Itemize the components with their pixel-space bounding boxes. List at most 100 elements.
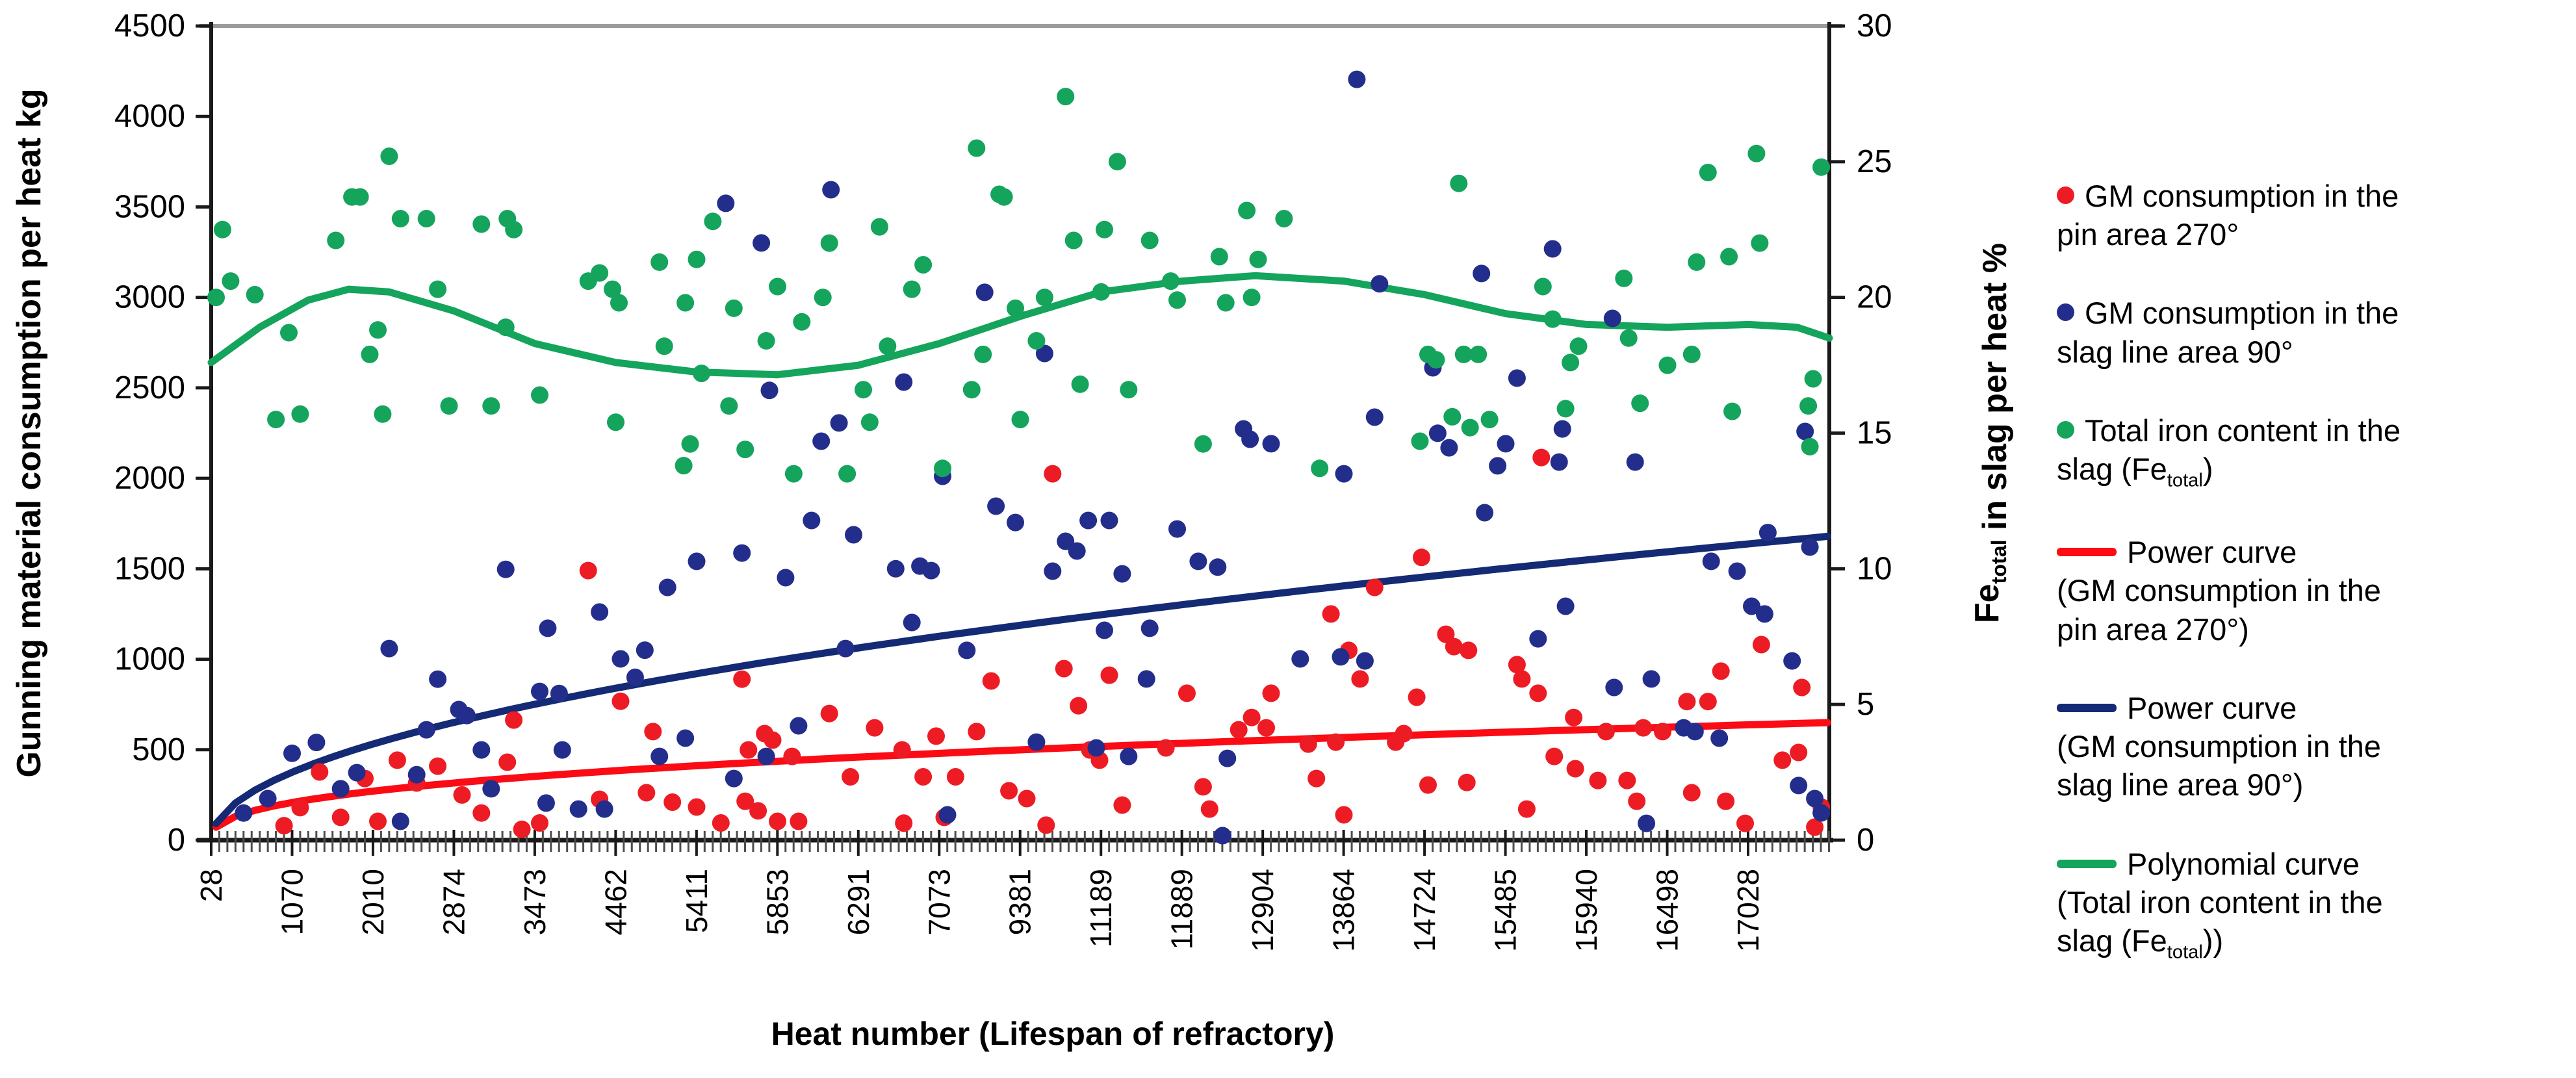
data-point bbox=[1702, 552, 1720, 571]
data-point bbox=[1087, 739, 1105, 757]
data-point bbox=[1071, 375, 1089, 393]
data-point bbox=[704, 212, 722, 231]
data-point bbox=[331, 780, 350, 798]
legend-label: Power curve (GM consumption in the slag … bbox=[2057, 690, 2381, 802]
data-point bbox=[1411, 432, 1429, 450]
data-point bbox=[1371, 275, 1389, 293]
data-point bbox=[675, 457, 693, 475]
data-point bbox=[1473, 264, 1491, 283]
data-point bbox=[348, 764, 366, 782]
x-tick-label: 3473 bbox=[518, 869, 552, 935]
data-point bbox=[1615, 269, 1633, 287]
data-point bbox=[1262, 435, 1280, 453]
left-tick-label: 500 bbox=[132, 732, 185, 767]
data-point bbox=[1408, 688, 1426, 706]
data-point bbox=[1000, 782, 1018, 800]
data-point bbox=[740, 741, 758, 759]
data-point bbox=[1508, 369, 1526, 387]
data-point bbox=[968, 723, 986, 741]
data-point bbox=[1589, 771, 1607, 789]
data-point bbox=[845, 526, 862, 544]
data-point bbox=[769, 277, 786, 296]
data-point bbox=[663, 793, 682, 811]
data-point bbox=[1120, 381, 1138, 399]
x-tick-label: 7073 bbox=[922, 869, 956, 935]
data-point bbox=[1783, 652, 1801, 670]
data-point bbox=[429, 757, 447, 775]
data-point bbox=[1356, 652, 1374, 670]
data-point bbox=[496, 318, 515, 337]
data-point bbox=[472, 804, 491, 822]
data-point bbox=[612, 650, 630, 668]
data-point bbox=[1529, 630, 1547, 648]
data-point bbox=[498, 753, 517, 771]
data-point bbox=[207, 289, 225, 307]
legend-entry-3: Total iron content in the slag (Fetotal) bbox=[2057, 411, 2570, 493]
data-point bbox=[1108, 153, 1126, 171]
x-axis-title: Heat number (Lifespan of refractory) bbox=[771, 1016, 1335, 1052]
data-point bbox=[1068, 542, 1086, 560]
data-point bbox=[1758, 524, 1777, 542]
data-point bbox=[1100, 666, 1118, 684]
data-point bbox=[1699, 164, 1717, 181]
data-point bbox=[407, 765, 426, 784]
data-point bbox=[1079, 511, 1098, 530]
data-point bbox=[457, 706, 476, 725]
trend-curve-1 bbox=[213, 719, 1831, 831]
data-point bbox=[1565, 708, 1583, 726]
x-tick-label: 2010 bbox=[356, 869, 390, 935]
data-point bbox=[283, 744, 301, 762]
right-tick-label: 20 bbox=[1857, 280, 1892, 315]
legend-label: Power curve (GM consumption in the pin a… bbox=[2057, 535, 2381, 647]
data-point bbox=[1213, 827, 1231, 845]
data-point bbox=[1450, 174, 1468, 192]
data-point bbox=[650, 747, 669, 765]
data-point bbox=[275, 817, 293, 835]
data-point bbox=[1217, 294, 1235, 312]
data-point bbox=[1728, 562, 1746, 580]
data-point bbox=[676, 729, 695, 747]
data-point bbox=[1562, 353, 1580, 372]
data-point bbox=[777, 569, 795, 587]
data-point bbox=[311, 763, 329, 781]
data-point bbox=[595, 800, 613, 818]
data-point bbox=[1569, 337, 1588, 355]
data-point bbox=[429, 280, 447, 298]
data-point bbox=[681, 435, 699, 453]
legend-entry-1: GM consumption in the pin area 270° bbox=[2057, 177, 2570, 253]
data-point bbox=[1262, 684, 1280, 702]
data-point bbox=[1168, 291, 1186, 309]
data-point bbox=[1489, 457, 1507, 475]
data-point bbox=[1806, 789, 1824, 808]
legend-dot-icon bbox=[2057, 420, 2074, 439]
data-point bbox=[793, 313, 811, 331]
data-point bbox=[720, 397, 738, 415]
data-point bbox=[391, 812, 409, 830]
data-point bbox=[1445, 637, 1463, 656]
data-point bbox=[1140, 231, 1159, 250]
data-point bbox=[1257, 719, 1275, 737]
data-point bbox=[1556, 597, 1575, 615]
right-axis-title: Fetotal in slag per heat % bbox=[1968, 243, 2014, 623]
data-point bbox=[537, 794, 555, 812]
data-point bbox=[213, 220, 231, 238]
data-point bbox=[946, 768, 964, 786]
data-point bbox=[870, 218, 888, 236]
data-point bbox=[380, 148, 398, 165]
data-point bbox=[1348, 70, 1366, 88]
data-point bbox=[607, 413, 625, 431]
x-tick-label: 1070 bbox=[275, 869, 309, 935]
data-point bbox=[1720, 248, 1738, 266]
data-point bbox=[1241, 430, 1259, 448]
data-point bbox=[1723, 402, 1742, 420]
data-point bbox=[790, 717, 808, 735]
data-point bbox=[1529, 684, 1547, 702]
data-point bbox=[1137, 670, 1155, 688]
data-point bbox=[757, 747, 775, 765]
data-point bbox=[1238, 201, 1256, 220]
data-point bbox=[812, 432, 831, 450]
data-point bbox=[1736, 814, 1754, 832]
data-point bbox=[760, 381, 779, 400]
data-point bbox=[1790, 743, 1808, 762]
data-point bbox=[974, 345, 992, 363]
